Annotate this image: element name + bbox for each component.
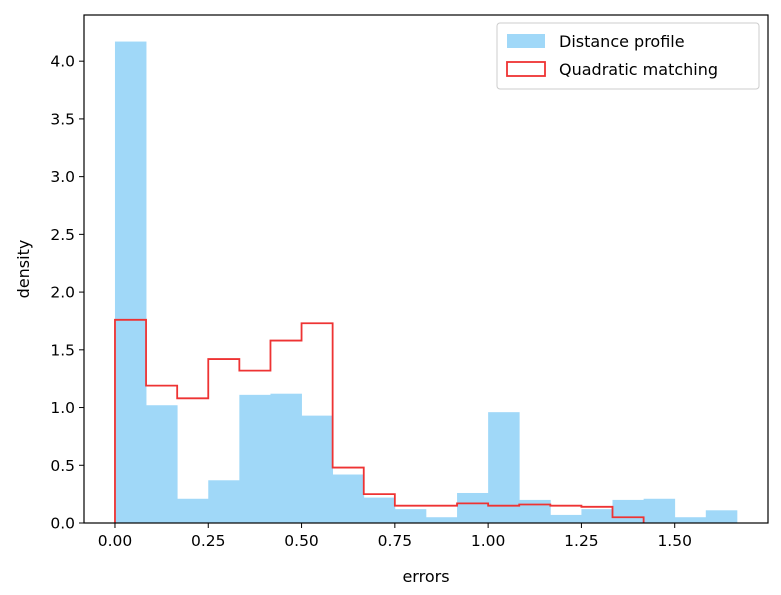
x-axis: 0.00 0.25 0.50 0.75 1.00 1.25 1.50: [98, 523, 692, 550]
distance-profile-bar: [177, 498, 209, 523]
y-tick-label: 1.5: [50, 341, 75, 359]
distance-profile-bar: [488, 412, 520, 523]
y-tick-label: 2.0: [50, 284, 75, 302]
x-tick-label: 0.50: [284, 532, 319, 550]
distance-profile-bar: [457, 492, 489, 523]
distance-profile-bar: [550, 514, 582, 523]
y-tick-label: 3.0: [50, 168, 75, 186]
distance-profile-bar: [270, 393, 302, 523]
legend-label-distance-profile: Distance profile: [559, 32, 685, 51]
distance-profile-bar: [301, 415, 334, 523]
distance-profile-bar: [519, 499, 551, 523]
distance-profile-bar: [332, 474, 365, 523]
y-axis-label: density: [14, 240, 33, 299]
distance-profile-bar: [363, 497, 396, 523]
x-tick-label: 0.75: [378, 532, 413, 550]
y-tick-label: 0.5: [50, 457, 75, 475]
legend: Distance profile Quadratic matching: [496, 22, 760, 90]
x-tick-label: 1.25: [564, 532, 599, 550]
x-tick-label: 0.25: [191, 532, 226, 550]
axes-frame: [83, 14, 769, 524]
distance-profile-bar: [146, 405, 178, 523]
quadratic-matching-step-line: [114, 318, 645, 523]
distance-profile-bar: [208, 480, 240, 523]
distance-profile-bar: [114, 41, 147, 524]
x-tick-label: 1.00: [471, 532, 506, 550]
y-tick-label: 3.5: [50, 110, 75, 128]
distance-profile-bar: [612, 499, 645, 523]
legend-box: [496, 22, 760, 90]
legend-label-quadratic-matching: Quadratic matching: [559, 60, 718, 79]
y-tick-label: 0.0: [50, 515, 75, 533]
x-tick-label: 1.50: [657, 532, 692, 550]
legend-swatch-distance-profile: [507, 34, 545, 48]
plot-area: [83, 14, 769, 524]
x-axis-label: errors: [402, 567, 449, 586]
legend-swatch-quadratic-matching: [506, 61, 546, 77]
y-tick-label: 4.0: [50, 53, 75, 71]
y-axis: 0.0 0.5 1.0 1.5 2.0 2.5 3.0 3.5 4.0: [50, 53, 84, 533]
distance-profile-bar: [394, 509, 427, 523]
x-tick-label: 0.00: [98, 532, 133, 550]
distance-profile-bar: [643, 498, 676, 523]
distance-profile-bar: [674, 517, 707, 523]
distance-profile-bar: [239, 394, 271, 523]
distance-profile-bar: [581, 509, 613, 523]
y-tick-label: 2.5: [50, 226, 75, 244]
distance-profile-bar: [425, 517, 458, 523]
y-tick-label: 1.0: [50, 399, 75, 417]
distance-profile-bar: [705, 510, 738, 523]
